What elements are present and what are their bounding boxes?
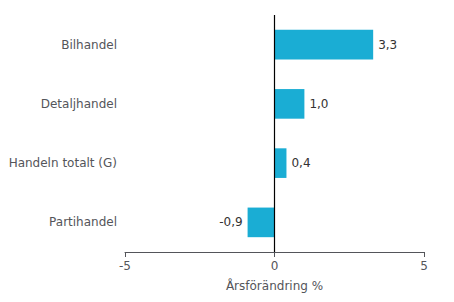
svg-text:1,0: 1,0 xyxy=(309,97,328,111)
svg-text:0,4: 0,4 xyxy=(291,156,310,170)
svg-text:Årsförändring %: Årsförändring % xyxy=(226,278,323,293)
svg-text:Partihandel: Partihandel xyxy=(49,215,117,229)
svg-text:Detaljhandel: Detaljhandel xyxy=(41,97,117,111)
svg-text:Handeln totalt (G): Handeln totalt (G) xyxy=(9,156,117,170)
svg-text:-0,9: -0,9 xyxy=(219,215,242,229)
svg-text:-5: -5 xyxy=(119,259,131,273)
svg-text:3,3: 3,3 xyxy=(378,38,397,52)
svg-text:0: 0 xyxy=(271,259,279,273)
svg-text:5: 5 xyxy=(420,259,428,273)
svg-text:Bilhandel: Bilhandel xyxy=(61,38,117,52)
